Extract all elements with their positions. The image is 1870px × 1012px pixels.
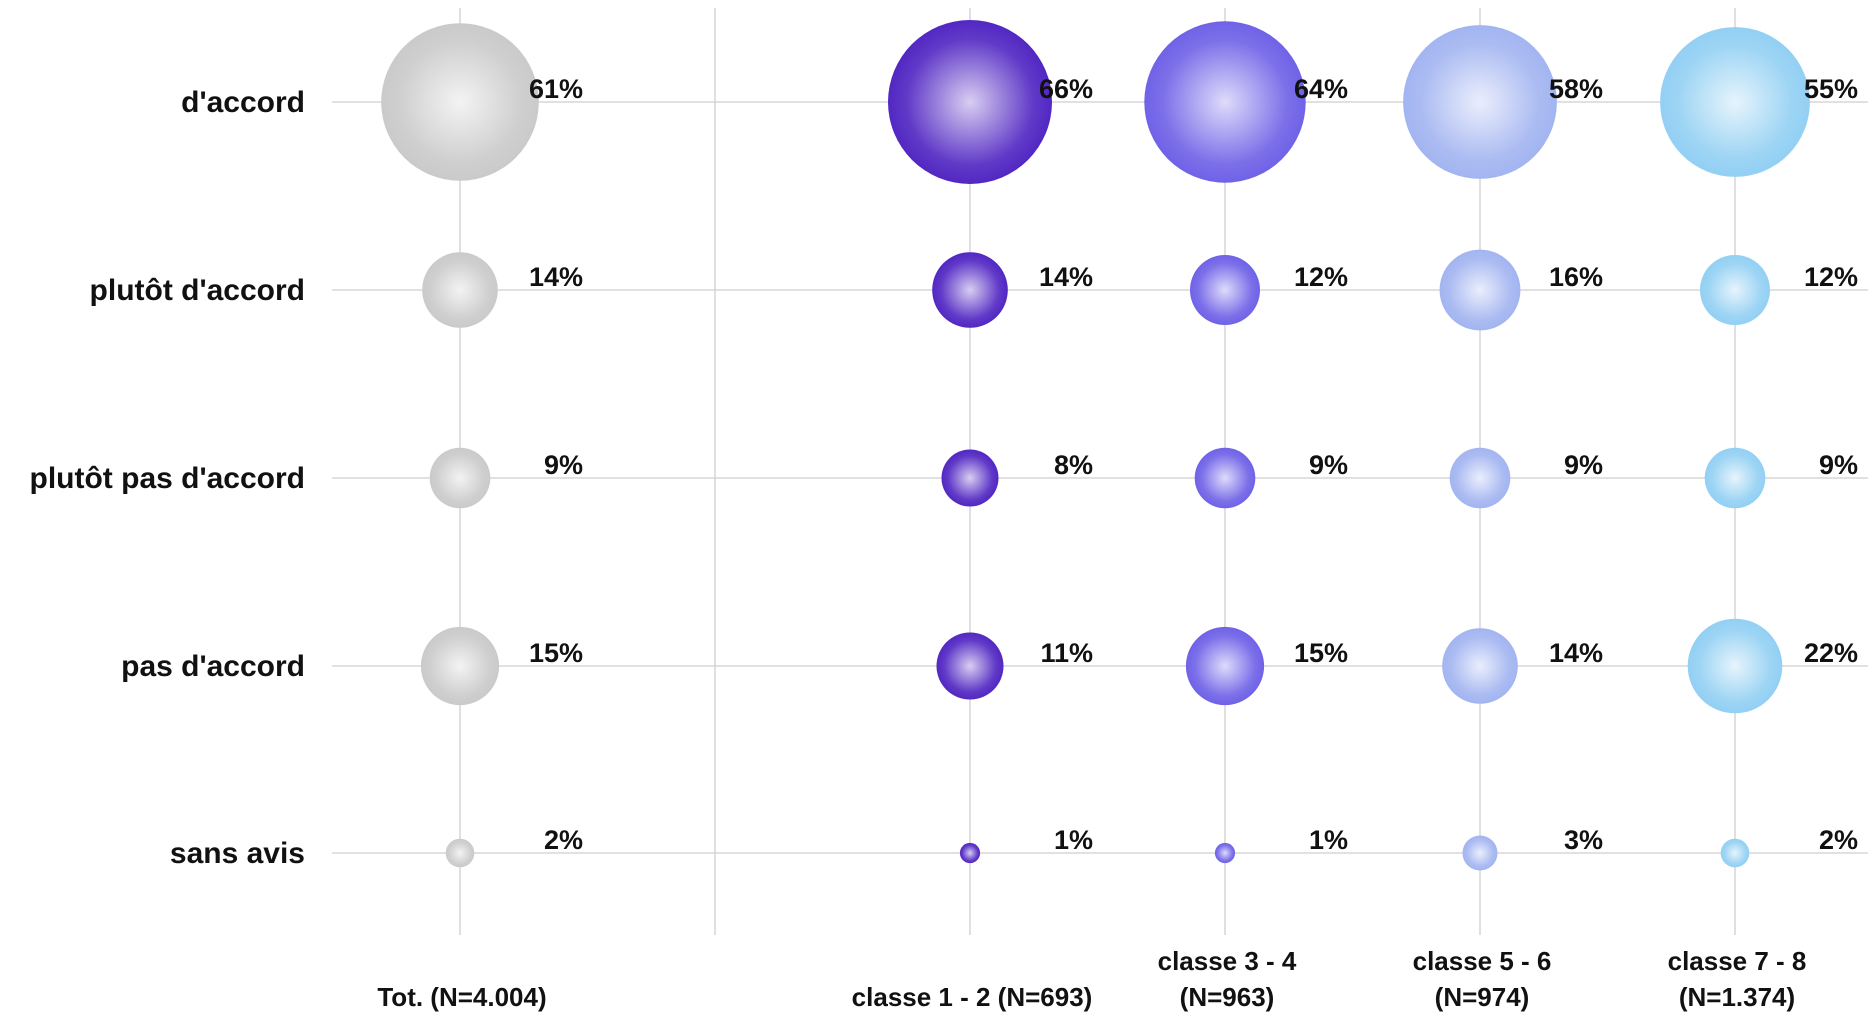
bubble — [1463, 836, 1498, 871]
value-label: 2% — [1819, 825, 1858, 855]
value-label: 15% — [1294, 638, 1348, 668]
bubble — [1660, 27, 1810, 177]
column-labels: Tot. (N=4.004) classe 1 - 2 (N=693) classe… — [377, 946, 1806, 1012]
column-label: (N=974) — [1435, 982, 1530, 1012]
column-label: classe 5 - 6 — [1413, 946, 1552, 976]
bubble — [1403, 25, 1557, 179]
bubble — [446, 839, 475, 868]
value-label: 61% — [529, 74, 583, 104]
bubbles — [381, 20, 1810, 871]
bubble — [1190, 255, 1260, 325]
bubble — [1721, 839, 1750, 868]
bubble — [430, 448, 491, 509]
bubble — [1195, 448, 1256, 509]
bubble — [1700, 255, 1770, 325]
value-label: 14% — [1549, 638, 1603, 668]
bubble — [937, 633, 1004, 700]
value-label: 1% — [1054, 825, 1093, 855]
value-label: 14% — [529, 262, 583, 292]
bubble — [1144, 21, 1305, 182]
bubble — [1215, 843, 1235, 863]
value-label: 9% — [544, 450, 583, 480]
bubble — [1688, 619, 1783, 714]
value-label: 12% — [1804, 262, 1858, 292]
value-label: 9% — [1819, 450, 1858, 480]
bubble — [1440, 250, 1521, 331]
bubble — [421, 627, 499, 705]
column-label: classe 1 - 2 (N=693) — [852, 982, 1093, 1012]
value-label: 58% — [1549, 74, 1603, 104]
column-label: Tot. (N=4.004) — [377, 982, 546, 1012]
bubble — [381, 23, 539, 181]
row-labels: d'accord plutôt d'accord plutôt pas d'acco… — [30, 86, 306, 870]
bubble — [1186, 627, 1264, 705]
value-label: 12% — [1294, 262, 1348, 292]
value-label: 9% — [1564, 450, 1603, 480]
column-label: (N=1.374) — [1679, 982, 1795, 1012]
value-label: 3% — [1564, 825, 1603, 855]
value-label: 8% — [1054, 450, 1093, 480]
value-label: 14% — [1039, 262, 1093, 292]
bubble — [1442, 628, 1518, 704]
value-label: 1% — [1309, 825, 1348, 855]
row-label: pas d'accord — [121, 650, 305, 683]
value-label: 22% — [1804, 638, 1858, 668]
bubble — [942, 450, 999, 507]
row-label: d'accord — [181, 86, 305, 119]
value-label: 15% — [529, 638, 583, 668]
value-label: 16% — [1549, 262, 1603, 292]
row-label: sans avis — [170, 837, 305, 870]
bubble — [1705, 448, 1766, 509]
bubble — [960, 843, 980, 863]
column-label: classe 7 - 8 — [1668, 946, 1807, 976]
row-label: plutôt d'accord — [90, 274, 305, 307]
value-label: 2% — [544, 825, 583, 855]
value-label: 66% — [1039, 74, 1093, 104]
bubble — [422, 252, 498, 328]
value-label: 55% — [1804, 74, 1858, 104]
value-labels: 61% 14% 9% 15% 2% 66% 14% 8% 11% 1% 64% 12% 9% 15% 1% 5… — [529, 74, 1858, 855]
value-label: 9% — [1309, 450, 1348, 480]
bubble — [888, 20, 1052, 184]
row-label: plutôt pas d'accord — [30, 462, 306, 495]
column-label: (N=963) — [1180, 982, 1275, 1012]
value-label: 11% — [1040, 638, 1093, 668]
bubble — [932, 252, 1008, 328]
column-label: classe 3 - 4 — [1158, 946, 1297, 976]
bubble — [1450, 448, 1511, 509]
value-label: 64% — [1294, 74, 1348, 104]
